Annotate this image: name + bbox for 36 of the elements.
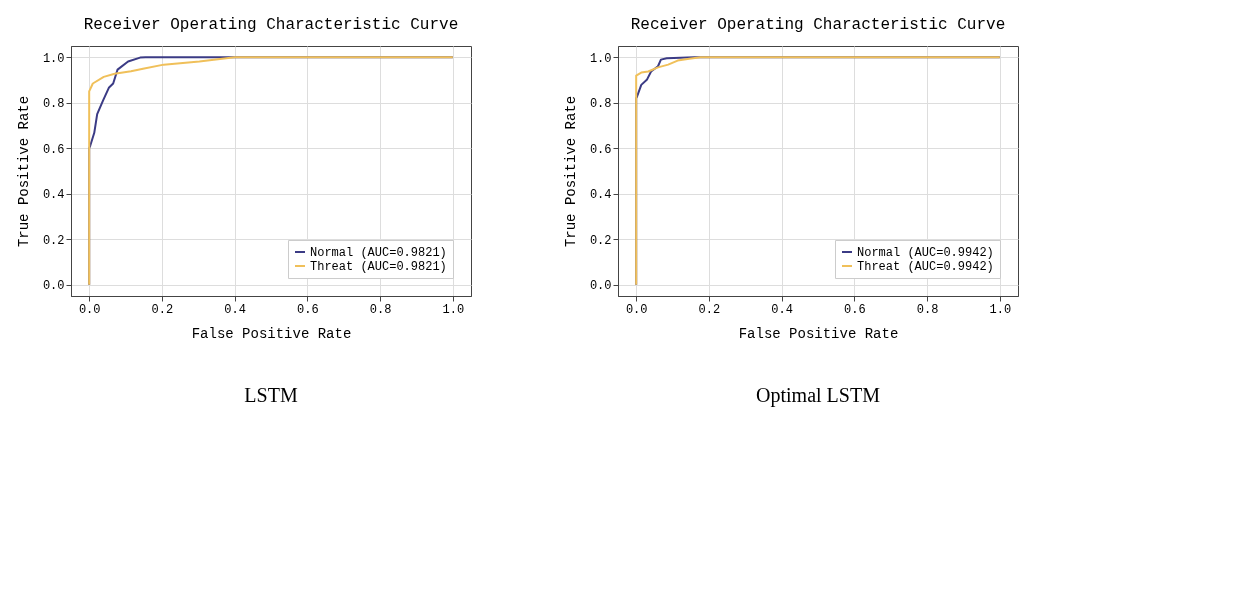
chart-title: Receiver Operating Characteristic Curve xyxy=(83,16,459,34)
x-tick-label: 0.0 xyxy=(625,302,648,317)
y-axis-title: True Positive Rate xyxy=(15,95,32,248)
legend-label: Threat (AUC=0.9821) xyxy=(310,260,447,274)
x-tick-label: 0.8 xyxy=(916,302,939,317)
y-tick-label: 0.0 xyxy=(42,279,65,294)
x-tick-label: 0.2 xyxy=(698,302,721,317)
x-tick-label: 0.6 xyxy=(297,302,319,317)
legend-label: Threat (AUC=0.9942) xyxy=(857,260,994,274)
y-tick-label: 0.8 xyxy=(589,97,612,112)
x-tick-label: 0.0 xyxy=(78,302,101,317)
y-tick-label: 0.4 xyxy=(589,188,612,203)
x-tick-label: 0.8 xyxy=(369,302,392,317)
y-tick-label: 0.2 xyxy=(42,233,65,248)
x-tick-label: 0.2 xyxy=(151,302,174,317)
y-tick-label: 1.0 xyxy=(589,51,612,66)
y-tick-label: 0.6 xyxy=(589,142,612,157)
x-axis-title: False Positive Rate xyxy=(191,325,352,342)
y-tick-label: 0.8 xyxy=(42,97,65,112)
x-tick-label: 0.6 xyxy=(844,302,866,317)
text: LSTM xyxy=(244,384,298,406)
x-tick-label: 0.4 xyxy=(771,302,793,317)
legend-label: Normal (AUC=0.9821) xyxy=(310,246,447,260)
text: Optimal LSTM xyxy=(756,384,881,407)
x-tick-label: 1.0 xyxy=(442,302,465,317)
x-tick-label: 0.4 xyxy=(224,302,246,317)
y-axis-title: True Positive Rate xyxy=(562,95,579,248)
y-tick-label: 0.0 xyxy=(589,279,612,294)
y-tick-label: 0.6 xyxy=(42,142,65,157)
x-tick-label: 1.0 xyxy=(989,302,1012,317)
x-axis-title: False Positive Rate xyxy=(738,325,899,342)
y-tick-label: 0.4 xyxy=(42,188,65,203)
y-tick-label: 1.0 xyxy=(42,51,65,66)
legend-label: Normal (AUC=0.9942) xyxy=(857,246,994,260)
y-tick-label: 0.2 xyxy=(589,233,612,248)
chart-title: Receiver Operating Characteristic Curve xyxy=(630,16,1006,34)
